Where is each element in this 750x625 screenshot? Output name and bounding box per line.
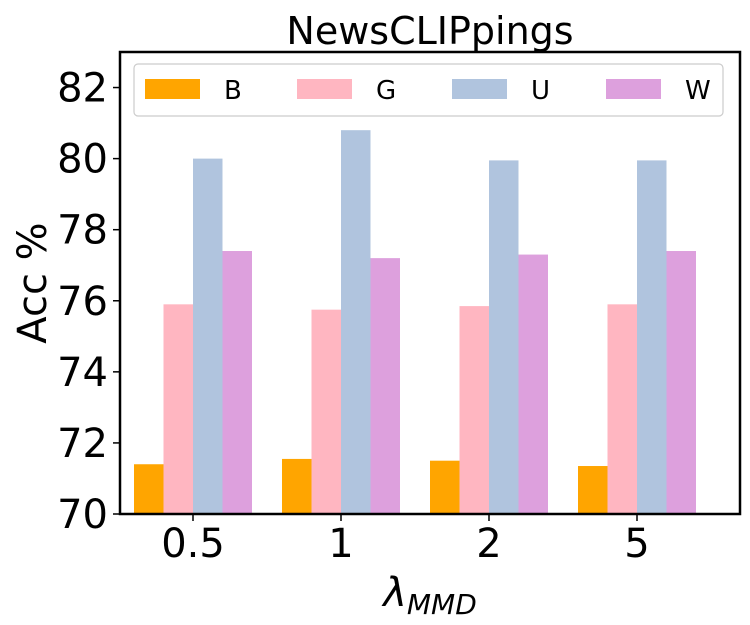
legend-box bbox=[133, 63, 724, 117]
x-axis-title-main: λ bbox=[381, 570, 407, 616]
x-tick-label: 2 bbox=[476, 521, 501, 567]
legend-label-B: B bbox=[224, 76, 242, 106]
bar-B-0.5 bbox=[134, 464, 164, 514]
plot-area bbox=[134, 130, 696, 515]
chart-title: NewsCLIPpings bbox=[286, 9, 573, 53]
bar-W-2 bbox=[518, 254, 548, 515]
y-tick-label: 80 bbox=[57, 137, 108, 183]
bar-W-1 bbox=[370, 258, 400, 514]
legend-swatch-W bbox=[606, 79, 661, 99]
x-tick-label: 0.5 bbox=[161, 521, 225, 567]
x-axis-title-subscript: MMD bbox=[407, 588, 477, 621]
y-tick-label: 82 bbox=[57, 66, 108, 112]
bar-U-5 bbox=[637, 160, 667, 514]
y-tick-label: 78 bbox=[57, 208, 108, 254]
x-tick-label: 5 bbox=[624, 521, 649, 567]
bar-U-2 bbox=[489, 160, 519, 514]
bar-B-1 bbox=[282, 458, 312, 514]
bar-G-1 bbox=[311, 309, 341, 514]
legend-swatch-U bbox=[452, 79, 507, 99]
legend-label-W: W bbox=[685, 76, 711, 106]
bar-B-2 bbox=[430, 460, 460, 514]
legend-swatch-G bbox=[297, 79, 352, 99]
bar-U-1 bbox=[341, 130, 371, 514]
bar-B-5 bbox=[578, 466, 608, 514]
legend-label-G: G bbox=[376, 76, 396, 106]
legend-label-U: U bbox=[531, 76, 550, 106]
y-axis-title: Acc % bbox=[10, 222, 56, 343]
y-tick-label: 70 bbox=[57, 492, 108, 538]
x-axis-title: λMMD bbox=[381, 570, 477, 621]
bar-G-5 bbox=[607, 304, 637, 514]
x-axis: 0.5 1 2 5 bbox=[161, 514, 650, 567]
bar-G-2 bbox=[459, 306, 489, 514]
x-tick-label: 1 bbox=[328, 521, 353, 567]
bar-G-0.5 bbox=[163, 304, 193, 514]
y-tick-label: 76 bbox=[57, 279, 108, 325]
y-axis: 70 72 74 76 78 80 82 bbox=[57, 66, 120, 538]
bar-W-5 bbox=[666, 251, 696, 514]
axes-frame bbox=[118, 50, 742, 516]
legend-swatch-B bbox=[145, 79, 200, 99]
y-tick-label: 74 bbox=[57, 350, 108, 396]
bar-U-0.5 bbox=[193, 158, 223, 514]
bar-W-0.5 bbox=[222, 251, 252, 514]
y-tick-label: 72 bbox=[57, 421, 108, 467]
